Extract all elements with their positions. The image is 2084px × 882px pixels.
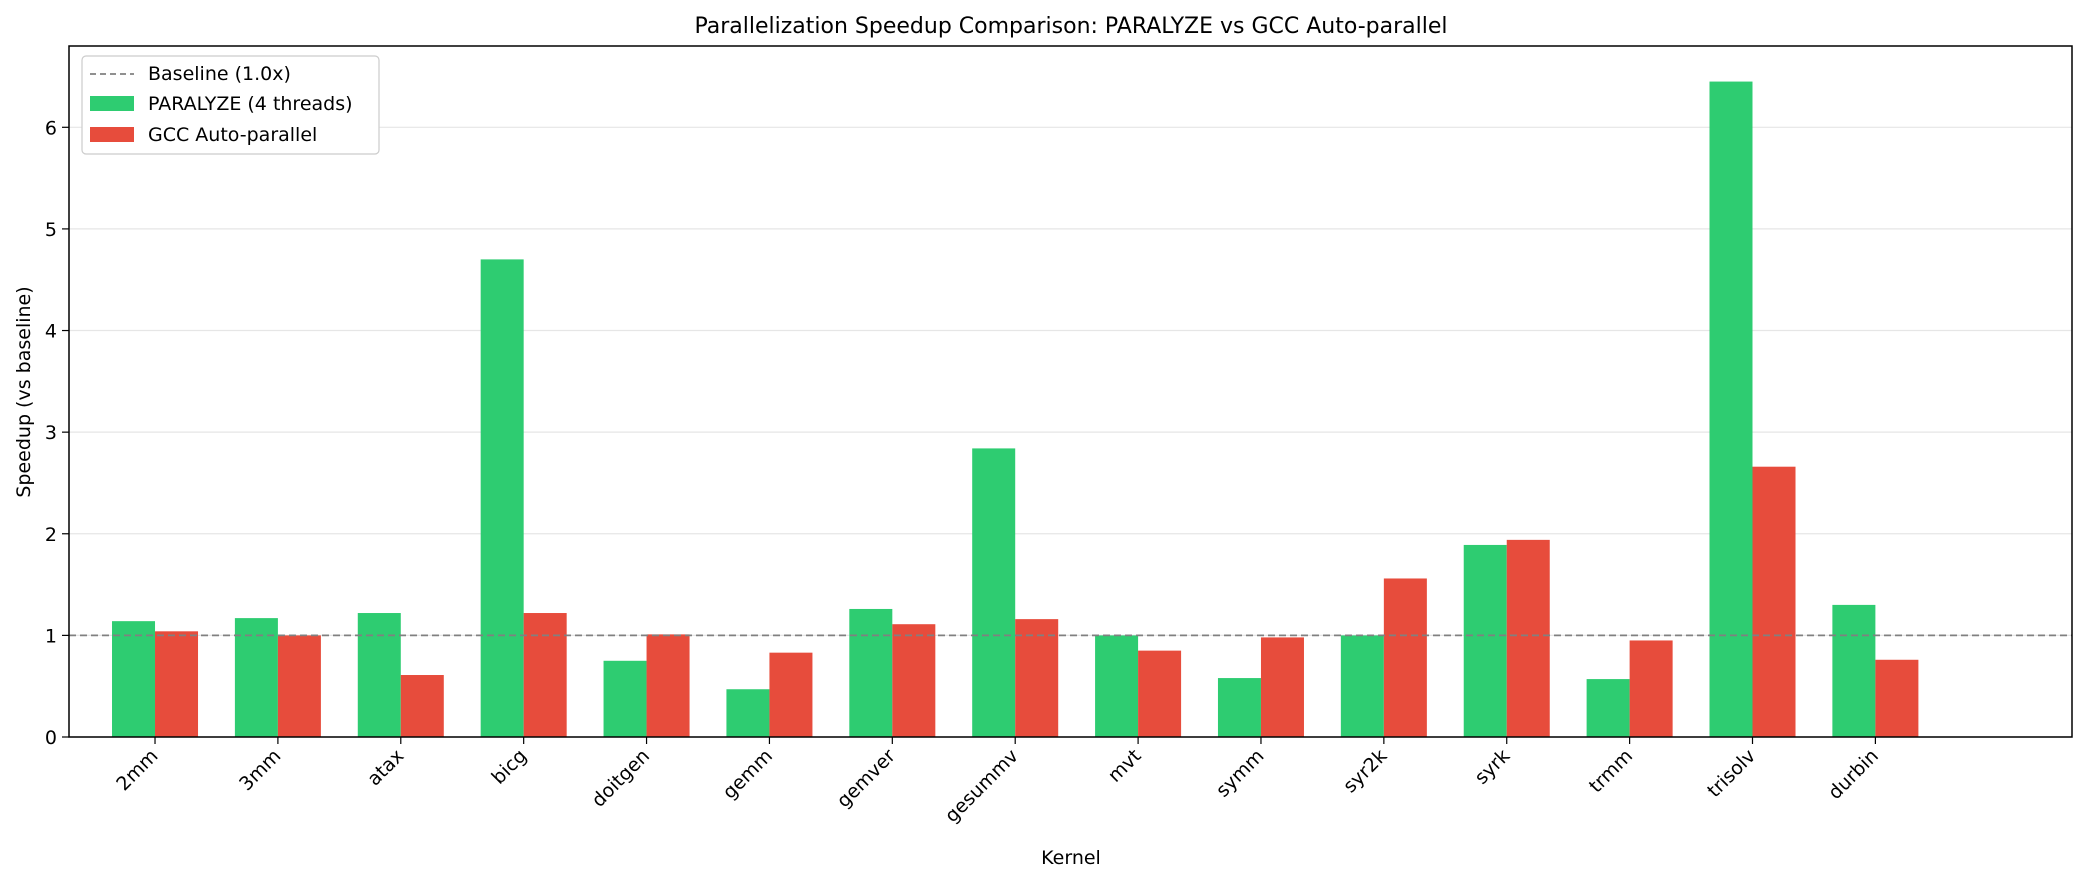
gcc-bar-gemm (769, 652, 813, 737)
gcc-bar-3mm (277, 635, 321, 737)
gcc-bar-durbin (1875, 659, 1919, 737)
x-tick-label-3mm: 3mm (235, 745, 285, 795)
bars (112, 81, 1919, 738)
x-tick-label-atax: atax (363, 745, 408, 790)
y-tick-label: 2 (45, 524, 57, 546)
x-axis-label: Kernel (1041, 847, 1101, 869)
gcc-bar-syrk (1506, 539, 1550, 737)
paralyze-bar-gesummv (972, 448, 1016, 737)
gcc-bar-bicg (523, 613, 567, 737)
legend-paralyze-label: PARALYZE (4 threads) (148, 93, 353, 115)
paralyze-bar-bicg (480, 259, 524, 737)
gcc-bar-syr2k (1383, 578, 1427, 737)
gcc-bar-doitgen (646, 634, 690, 737)
x-ticks: 2mm 3mm atax bicg doitgen gemm gemver gesummv mv… (112, 737, 1883, 827)
legend-gcc-swatch (90, 127, 134, 142)
legend-gcc-label: GCC Auto-parallel (148, 124, 317, 146)
legend: Baseline (1.0x) PARALYZE (4 threads) GCC… (81, 55, 380, 155)
x-tick-label-syr2k: syr2k (1339, 745, 1391, 797)
plot-frame (68, 45, 2073, 738)
paralyze-bar-trisolv (1709, 81, 1753, 738)
paralyze-bar-2mm (112, 621, 156, 737)
paralyze-bar-syrk (1463, 544, 1507, 737)
paralyze-bar-syr2k (1340, 635, 1384, 737)
y-axis-label: Speedup (vs baseline) (13, 286, 35, 497)
x-tick-label-symm: symm (1212, 745, 1269, 802)
x-tick-label-trisolv: trisolv (1703, 745, 1760, 802)
gcc-bar-gesummv (1015, 619, 1059, 737)
y-tick-label: 5 (45, 219, 57, 241)
legend-baseline-label: Baseline (1.0x) (148, 63, 291, 85)
paralyze-bar-gemver (849, 608, 893, 737)
x-tick-label-trmm: trmm (1585, 745, 1637, 797)
x-tick-label-durbin: durbin (1824, 745, 1883, 804)
paralyze-bar-doitgen (603, 660, 647, 737)
paralyze-bar-3mm (234, 618, 278, 737)
gcc-bar-gemver (892, 624, 936, 737)
x-tick-label-doitgen: doitgen (587, 745, 654, 812)
paralyze-bar-trmm (1586, 679, 1630, 737)
gcc-bar-mvt (1138, 650, 1182, 737)
x-tick-label-2mm: 2mm (112, 745, 162, 795)
y-tick-label: 0 (45, 727, 57, 749)
paralyze-bar-atax (357, 613, 401, 737)
gcc-bar-atax (400, 675, 444, 737)
y-tick-label: 4 (45, 321, 57, 343)
gcc-bar-symm (1260, 637, 1304, 737)
y-tick-label: 6 (45, 117, 57, 139)
x-tick-label-gesummv: gesummv (941, 745, 1023, 827)
gcc-bar-trisolv (1752, 466, 1796, 737)
gcc-bar-2mm (155, 631, 199, 737)
paralyze-bar-durbin (1832, 604, 1876, 737)
paralyze-bar-mvt (1095, 635, 1139, 737)
gcc-bar-trmm (1629, 640, 1673, 737)
legend-paralyze-swatch (90, 96, 134, 111)
y-tick-label: 3 (45, 422, 57, 444)
y-tick-label: 1 (45, 625, 57, 647)
paralyze-bar-symm (1217, 678, 1261, 737)
paralyze-bar-gemm (726, 689, 770, 737)
x-tick-label-gemm: gemm (718, 745, 777, 804)
x-tick-label-syrk: syrk (1470, 745, 1514, 789)
x-tick-label-mvt: mvt (1104, 745, 1146, 787)
x-tick-label-bicg: bicg (487, 745, 531, 789)
chart-title: Parallelization Speedup Comparison: PARA… (694, 14, 1447, 39)
x-tick-label-gemver: gemver (833, 745, 900, 812)
legend-box (81, 55, 380, 155)
y-ticks: 0 1 2 3 4 5 6 (45, 117, 69, 749)
